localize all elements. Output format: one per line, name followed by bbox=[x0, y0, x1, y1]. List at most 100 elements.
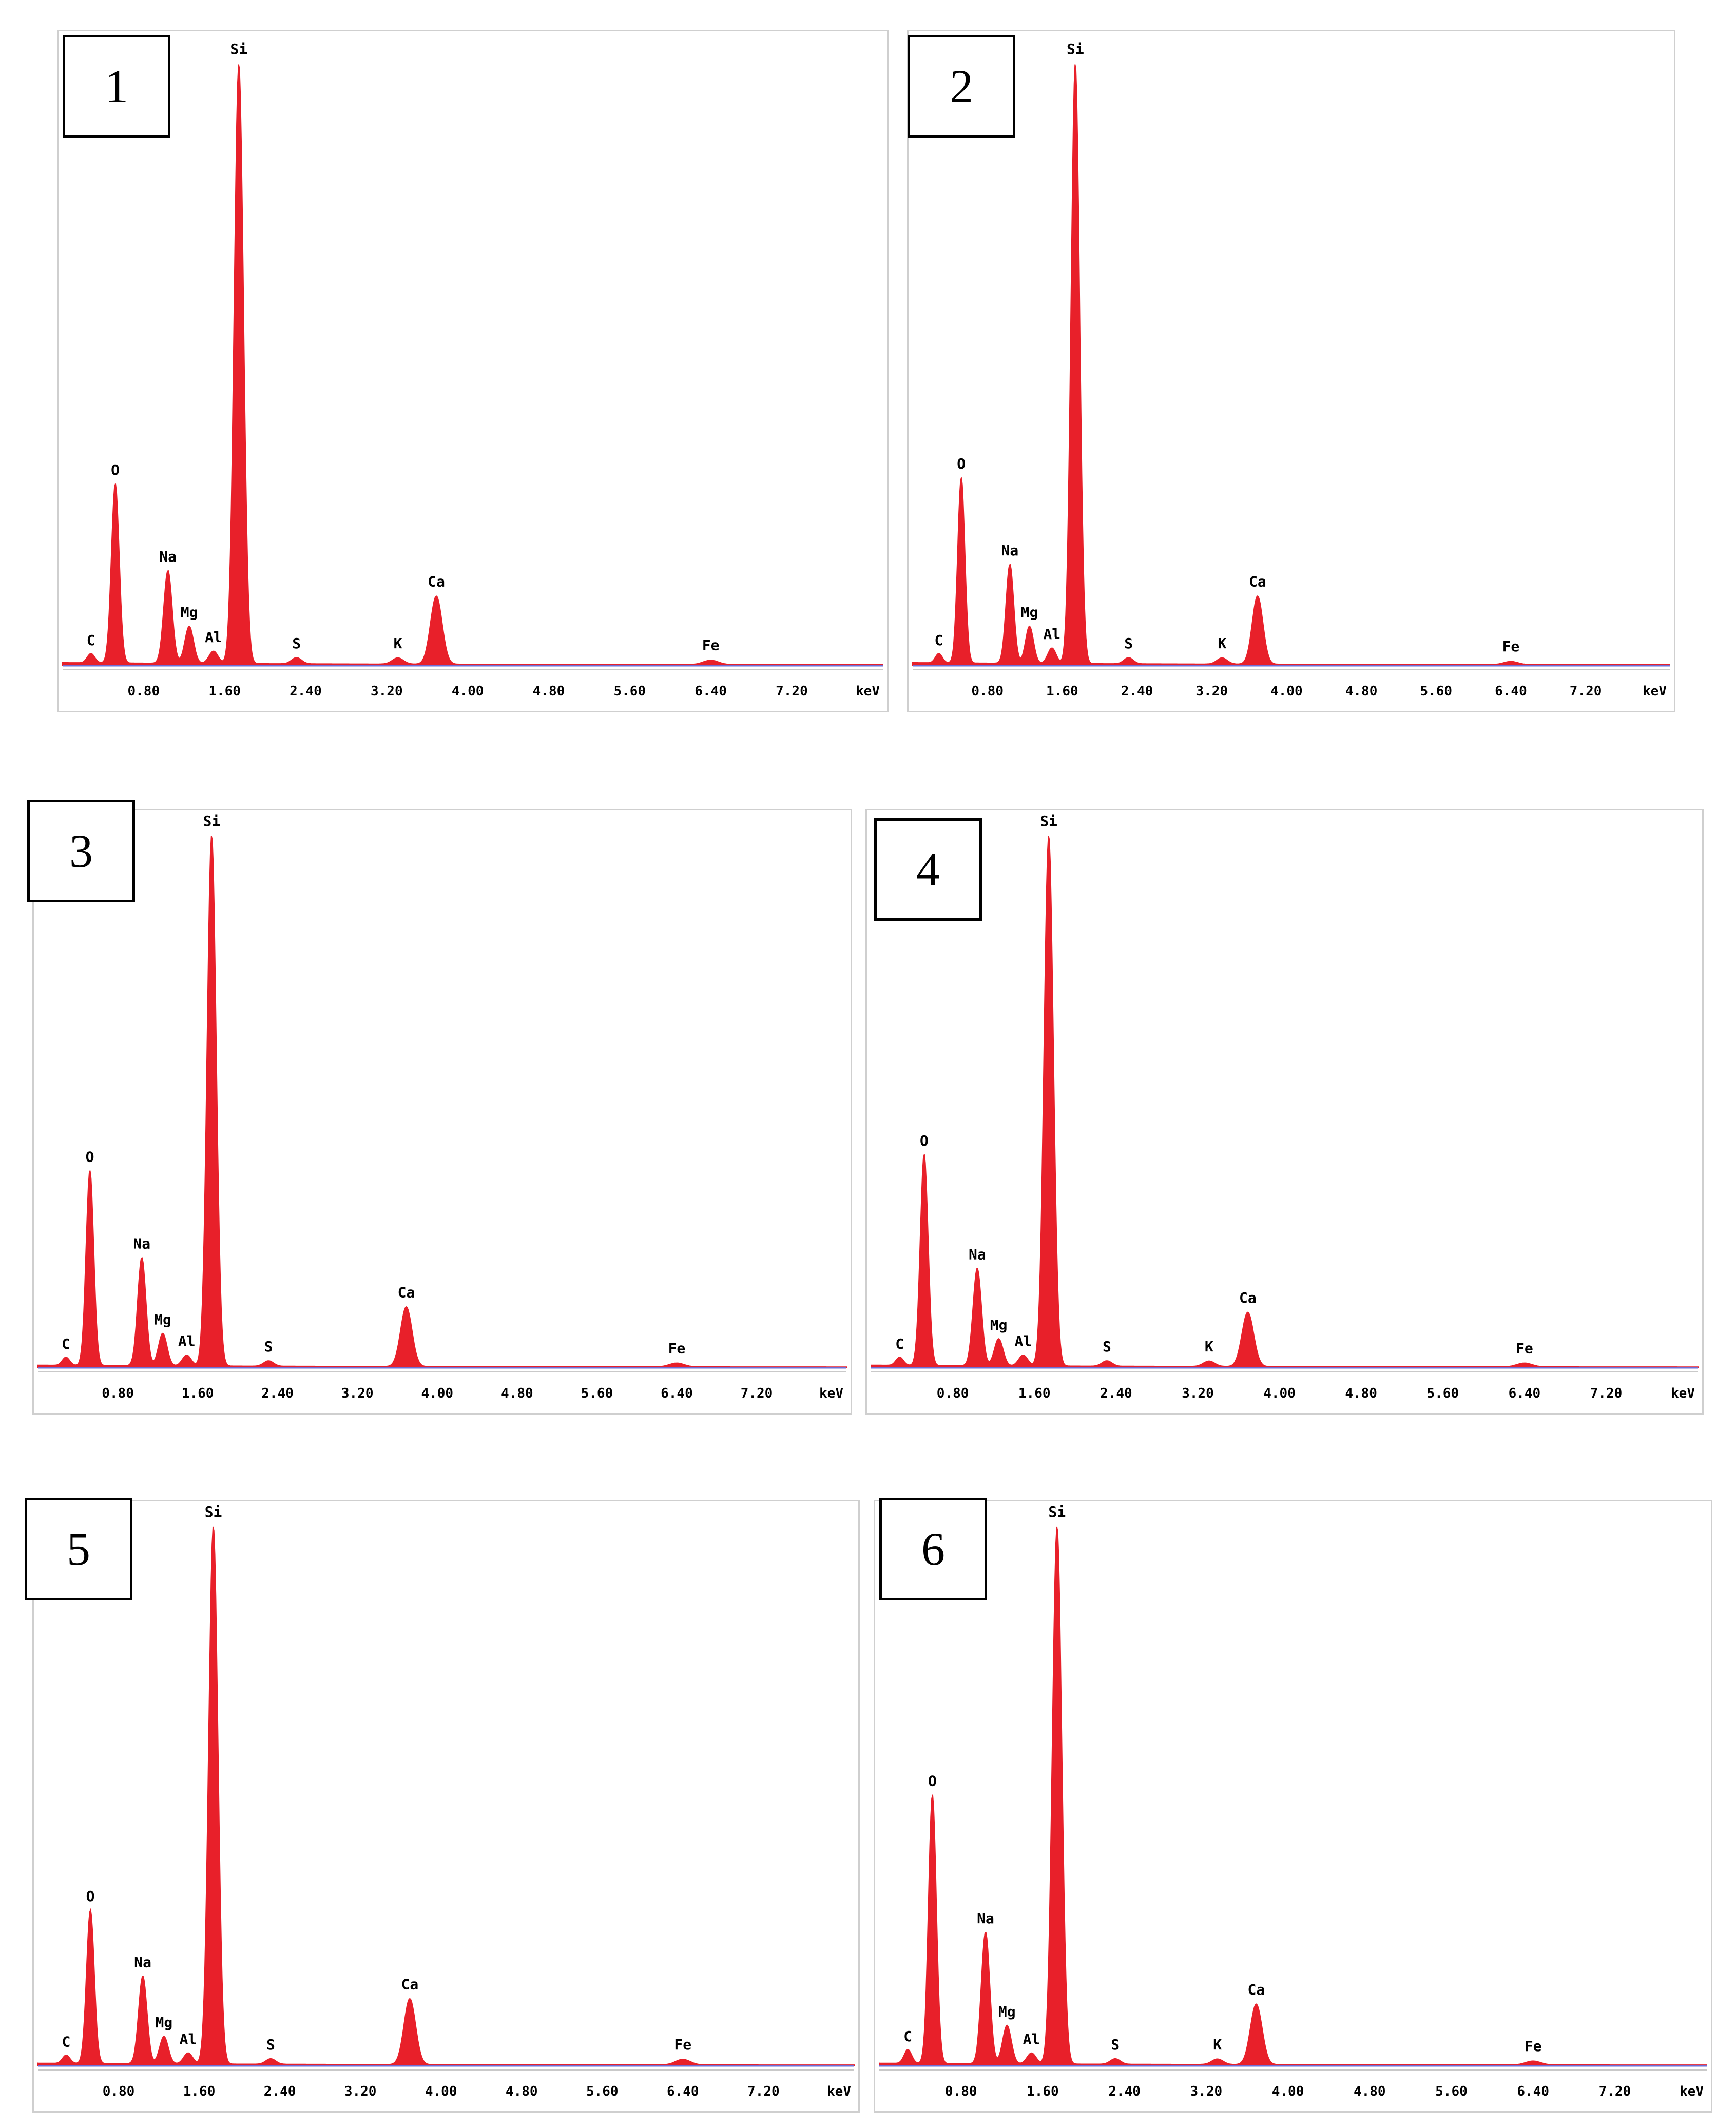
peak-label-fe: Fe bbox=[1525, 2038, 1542, 2055]
x-tick-label: 4.00 bbox=[452, 684, 484, 699]
peak-label-mg: Mg bbox=[990, 1317, 1008, 1333]
x-tick-label: 4.80 bbox=[1345, 1386, 1377, 1401]
x-tick-label: 4.00 bbox=[425, 2084, 457, 2099]
x-tick-label: 2.40 bbox=[264, 2084, 296, 2099]
x-axis-unit-label: keV bbox=[1643, 684, 1667, 699]
x-tick-label: 4.80 bbox=[501, 1386, 533, 1401]
peak-label-s: S bbox=[292, 635, 301, 652]
x-axis-unit-label: keV bbox=[856, 684, 880, 699]
eds-spectrum-panel-3: C O Na Mg Al Si S Ca Fe 0.80 1.60 2.40 3.20 4.00 4.80 5… bbox=[32, 809, 852, 1415]
x-tick-label: 2.40 bbox=[1108, 2084, 1141, 2099]
peak-label-mg: Mg bbox=[1021, 604, 1038, 621]
eds-spectrum-svg-3: C O Na Mg Al Si S Ca Fe 0.80 1.60 2.40 3.20 4.00 4.80 5… bbox=[37, 812, 847, 1401]
peak-label-na: Na bbox=[1001, 542, 1019, 559]
x-tick-label: 1.60 bbox=[1027, 2084, 1059, 2099]
peak-label-o: O bbox=[957, 455, 966, 472]
spectrum-area bbox=[37, 1526, 855, 2066]
peak-label-ca: Ca bbox=[1247, 1981, 1265, 1998]
panel-label-4: 4 bbox=[874, 818, 982, 921]
peak-label-fe: Fe bbox=[674, 2036, 691, 2053]
x-tick-label: 2.40 bbox=[261, 1386, 294, 1401]
eds-spectrum-panel-6: C O Na Mg Al Si S K Ca Fe 0.80 1.60 2.40 3.20 4.00 4.80… bbox=[874, 1500, 1712, 2113]
peak-label-si: Si bbox=[1040, 812, 1057, 829]
x-tick-label: 6.40 bbox=[1517, 2084, 1549, 2099]
spectrum-area bbox=[871, 836, 1699, 1368]
peak-label-c: C bbox=[903, 2028, 912, 2045]
x-tick-label: 4.00 bbox=[421, 1386, 453, 1401]
spectrum-area bbox=[62, 64, 883, 666]
peak-label-si: Si bbox=[230, 41, 247, 57]
x-axis-unit-label: keV bbox=[819, 1386, 843, 1401]
x-tick-label: 4.80 bbox=[533, 684, 565, 699]
x-tick-label: 6.40 bbox=[667, 2084, 699, 2099]
x-tick-label: 4.80 bbox=[506, 2084, 538, 2099]
peak-label-fe: Fe bbox=[702, 637, 720, 654]
peak-label-si: Si bbox=[1067, 41, 1084, 57]
peak-label-o: O bbox=[86, 1149, 94, 1166]
peak-label-fe: Fe bbox=[1516, 1340, 1533, 1357]
panel-label-6: 6 bbox=[879, 1498, 987, 1600]
spectrum-area bbox=[37, 836, 847, 1368]
eds-spectrum-svg-1: C O Na Mg Al Si S K Ca Fe 0.80 1.60 2.40 3.20 4.00 4.80… bbox=[62, 41, 883, 699]
peak-label-ca: Ca bbox=[398, 1284, 415, 1301]
peak-label-c: C bbox=[895, 1336, 904, 1352]
peak-label-mg: Mg bbox=[998, 2003, 1016, 2020]
x-axis-unit-label: keV bbox=[827, 2084, 851, 2099]
x-tick-label: 7.20 bbox=[747, 2084, 780, 2099]
x-tick-label: 5.60 bbox=[1435, 2084, 1468, 2099]
peak-label-k: K bbox=[1213, 2036, 1222, 2053]
peak-label-na: Na bbox=[977, 1910, 994, 1927]
x-tick-label: 6.40 bbox=[1495, 684, 1527, 699]
x-tick-label: 0.80 bbox=[103, 2084, 135, 2099]
peak-label-k: K bbox=[394, 635, 402, 652]
x-tick-label: 4.00 bbox=[1270, 684, 1303, 699]
panel-label-1: 1 bbox=[63, 35, 170, 138]
panel-label-2: 2 bbox=[908, 35, 1015, 138]
peak-label-si: Si bbox=[205, 1503, 222, 1520]
peak-label-fe: Fe bbox=[1502, 638, 1520, 655]
peak-label-c: C bbox=[87, 632, 95, 649]
peak-label-s: S bbox=[1111, 2036, 1120, 2053]
panel-label-5: 5 bbox=[25, 1498, 132, 1600]
x-tick-label: 5.60 bbox=[1426, 1386, 1459, 1401]
peak-label-si: Si bbox=[203, 812, 220, 829]
x-tick-label: 4.80 bbox=[1354, 2084, 1386, 2099]
x-tick-label: 4.80 bbox=[1345, 684, 1378, 699]
eds-spectrum-svg-4: C O Na Mg Al Si S K Ca Fe 0.80 1.60 2.40 3.20 4.00 4.80… bbox=[871, 812, 1699, 1401]
eds-spectrum-svg-5: C O Na Mg Al Si S Ca Fe 0.80 1.60 2.40 3.20 4.00 4.80 5… bbox=[37, 1503, 855, 2099]
panel-label-3: 3 bbox=[27, 800, 135, 902]
x-tick-label: 4.00 bbox=[1272, 2084, 1304, 2099]
peak-label-al: Al bbox=[1014, 1333, 1032, 1350]
peak-label-na: Na bbox=[133, 1235, 150, 1252]
peak-label-o: O bbox=[928, 1772, 937, 1789]
x-tick-label: 5.60 bbox=[581, 1386, 613, 1401]
peak-label-s: S bbox=[264, 1338, 273, 1355]
peak-label-s: S bbox=[266, 2036, 275, 2053]
peak-label-ca: Ca bbox=[401, 1976, 418, 1992]
peak-label-na: Na bbox=[969, 1246, 986, 1263]
x-tick-label: 1.60 bbox=[1018, 1386, 1051, 1401]
x-tick-label: 6.40 bbox=[1509, 1386, 1541, 1401]
x-tick-label: 6.40 bbox=[661, 1386, 693, 1401]
peak-label-s: S bbox=[1124, 635, 1133, 652]
x-tick-label: 1.60 bbox=[183, 2084, 216, 2099]
x-tick-label: 3.20 bbox=[371, 684, 403, 699]
peak-label-ca: Ca bbox=[1239, 1289, 1257, 1306]
x-axis-unit-label: keV bbox=[1671, 1386, 1695, 1401]
x-tick-label: 3.20 bbox=[341, 1386, 374, 1401]
peak-label-mg: Mg bbox=[154, 1311, 171, 1328]
x-tick-label: 0.80 bbox=[945, 2084, 977, 2099]
peak-label-mg: Mg bbox=[181, 604, 198, 621]
eds-spectrum-svg-6: C O Na Mg Al Si S K Ca Fe 0.80 1.60 2.40 3.20 4.00 4.80… bbox=[879, 1503, 1707, 2099]
x-tick-label: 2.40 bbox=[1121, 684, 1153, 699]
x-tick-label: 7.20 bbox=[1590, 1386, 1623, 1401]
x-tick-label: 1.60 bbox=[182, 1386, 214, 1401]
x-tick-label: 2.40 bbox=[290, 684, 322, 699]
x-tick-label: 1.60 bbox=[1046, 684, 1078, 699]
peak-label-al: Al bbox=[178, 1333, 196, 1350]
eds-spectrum-svg-2: C O Na Mg Al Si S K Ca Fe 0.80 1.60 2.40 3.20 4.00 4.80… bbox=[912, 41, 1670, 699]
x-tick-label: 5.60 bbox=[586, 2084, 619, 2099]
x-tick-label: 3.20 bbox=[1190, 2084, 1223, 2099]
peak-label-k: K bbox=[1205, 1338, 1213, 1355]
x-tick-label: 7.20 bbox=[1599, 2084, 1631, 2099]
